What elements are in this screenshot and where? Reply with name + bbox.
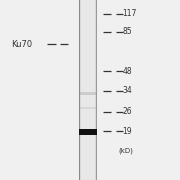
Bar: [79, 0, 80, 180]
Bar: [79, 129, 97, 135]
Text: Ku70: Ku70: [11, 40, 32, 49]
Bar: [96, 0, 97, 180]
Text: 85: 85: [122, 27, 132, 36]
Bar: [81, 0, 95, 180]
Text: 117: 117: [122, 9, 137, 18]
Text: (kD): (kD): [118, 147, 133, 154]
Text: 48: 48: [122, 67, 132, 76]
Bar: [80, 92, 96, 95]
Text: 19: 19: [122, 127, 132, 136]
Text: 26: 26: [122, 107, 132, 116]
Bar: [79, 0, 97, 180]
Text: 34: 34: [122, 86, 132, 95]
Bar: [80, 107, 96, 109]
